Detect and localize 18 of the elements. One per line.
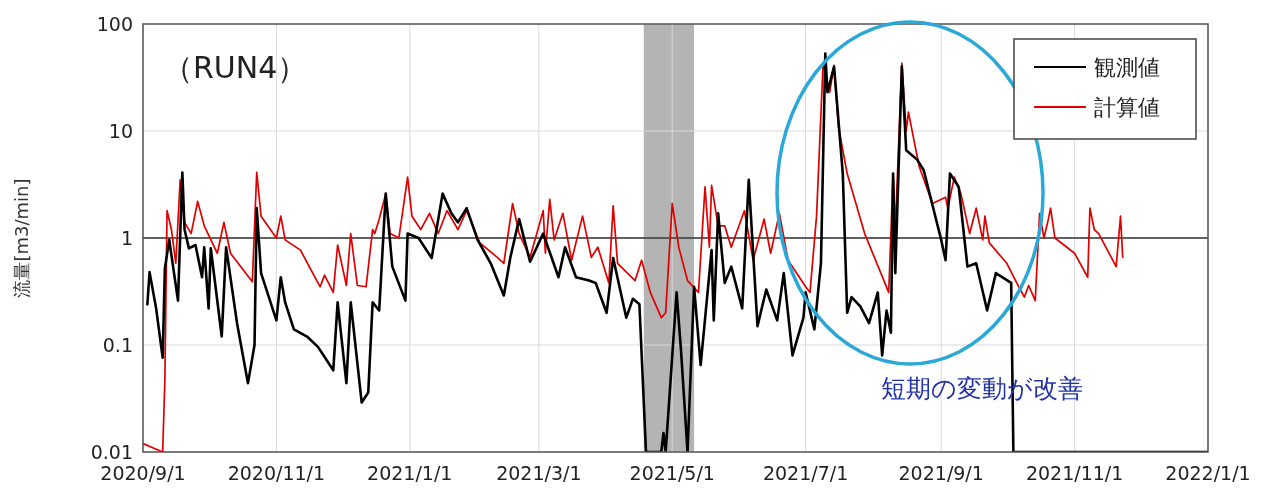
x-tick-label: 2020/11/1 xyxy=(227,462,326,484)
y-tick-label: 0.01 xyxy=(90,441,133,463)
legend-label: 観測値 xyxy=(1094,55,1160,80)
x-tick-label: 2021/1/1 xyxy=(367,462,453,484)
x-tick-label: 2021/9/1 xyxy=(898,462,984,484)
x-tick-label: 2021/7/1 xyxy=(762,462,849,484)
y-tick-label: 100 xyxy=(96,13,133,35)
y-tick-label: 0.1 xyxy=(102,334,133,356)
y-axis-title: 流量[m3/min] xyxy=(11,178,32,298)
y-tick-label: 1 xyxy=(120,227,133,249)
x-tick-label: 2022/1/1 xyxy=(1165,462,1251,484)
text: （RUN4） xyxy=(163,50,308,85)
x-tick-label: 2021/3/1 xyxy=(496,462,582,484)
x-tick-label: 2021/5/1 xyxy=(629,462,715,484)
y-tick-label: 10 xyxy=(108,120,133,142)
x-tick-label: 2020/9/1 xyxy=(100,462,186,484)
x-tick-label: 2021/11/1 xyxy=(1025,462,1124,484)
legend-label: 計算値 xyxy=(1094,95,1160,120)
